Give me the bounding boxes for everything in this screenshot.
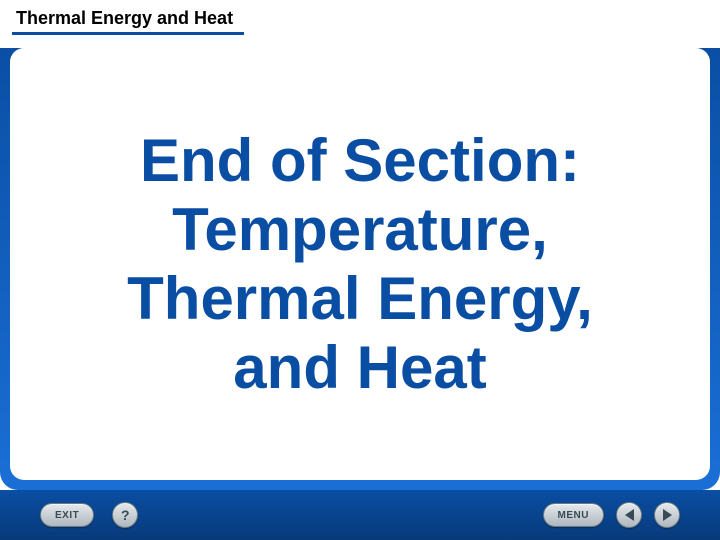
main-line-4: and Heat: [127, 333, 593, 402]
exit-button[interactable]: EXIT: [40, 503, 94, 527]
footer-left-group: EXIT ?: [40, 502, 138, 528]
menu-label: MENU: [558, 510, 589, 521]
footer-right-group: MENU: [543, 502, 680, 528]
main-line-1: End of Section:: [127, 126, 593, 195]
help-button[interactable]: ?: [112, 502, 138, 528]
end-of-section-text: End of Section: Temperature, Thermal Ene…: [127, 126, 593, 402]
prev-button[interactable]: [616, 502, 642, 528]
content-panel: End of Section: Temperature, Thermal Ene…: [10, 48, 710, 480]
content-frame: End of Section: Temperature, Thermal Ene…: [0, 38, 720, 490]
exit-label: EXIT: [55, 510, 79, 521]
main-line-3: Thermal Energy,: [127, 264, 593, 333]
navigation-footer: EXIT ? MENU: [0, 490, 720, 540]
menu-button[interactable]: MENU: [543, 503, 604, 527]
main-line-2: Temperature,: [127, 195, 593, 264]
presentation-slide: Thermal Energy and Heat End of Section: …: [0, 0, 720, 540]
title-underline: [12, 32, 244, 35]
next-button[interactable]: [654, 502, 680, 528]
slide-header: Thermal Energy and Heat: [0, 0, 720, 48]
help-icon: ?: [121, 507, 130, 523]
chapter-title: Thermal Energy and Heat: [16, 8, 233, 29]
